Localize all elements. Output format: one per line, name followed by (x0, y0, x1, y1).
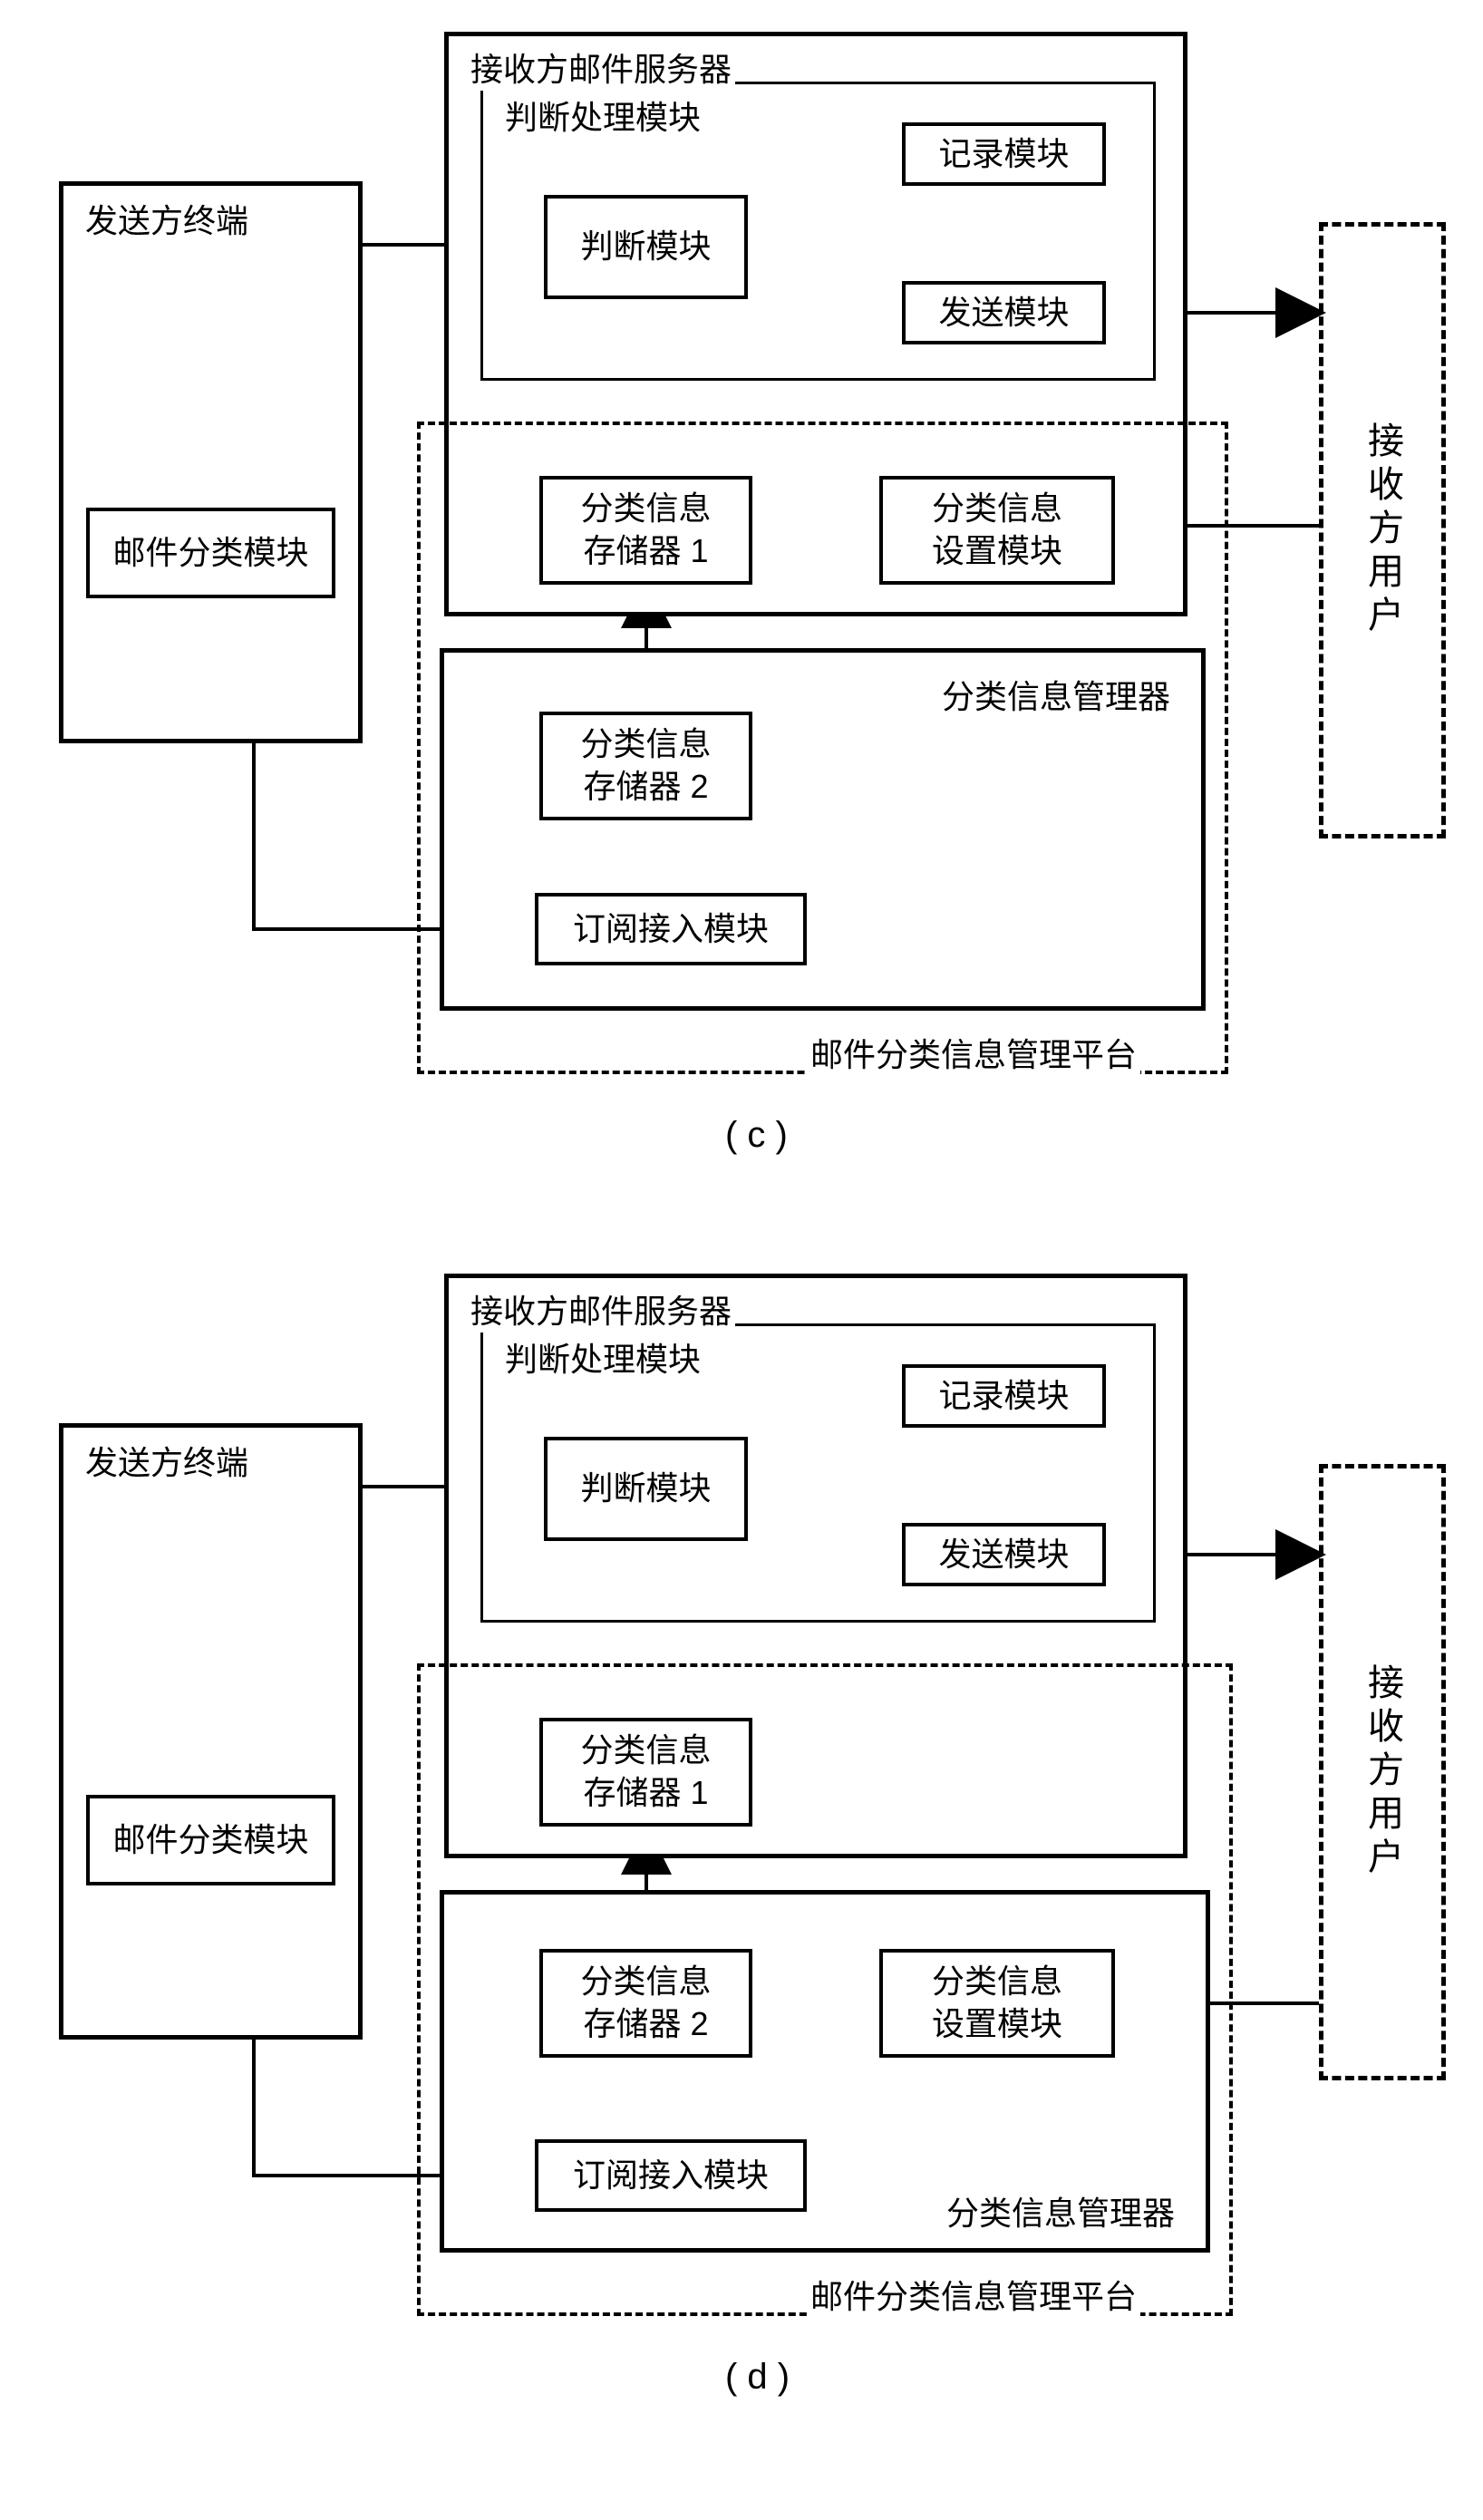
diagram-d-caption: ( d ) (725, 2357, 790, 2398)
class-info-set-box-d: 分类信息 设置模块 (879, 1949, 1115, 2058)
sender-terminal-title: 发送方终端 (82, 195, 252, 242)
record-module-box: 记录模块 (902, 122, 1106, 186)
diagram-c-caption: ( c ) (725, 1115, 788, 1156)
judge-module-label: 判断模块 (580, 226, 711, 268)
mail-class-module-box: 邮件分类模块 (86, 508, 335, 598)
receiver-user-box: 接收方用户 (1319, 222, 1446, 838)
judge-process-title: 判断处理模块 (501, 92, 704, 139)
diagram-c: 发送方终端 邮件分类模块 接收方邮件服务器 判断处理模块 判断模块 记录模块 发… (18, 18, 1465, 1206)
sender-terminal-title-d: 发送方终端 (82, 1437, 252, 1484)
send-module-label: 发送模块 (938, 292, 1069, 334)
record-module-label: 记录模块 (938, 133, 1069, 176)
receiver-user-box-d: 接收方用户 (1319, 1464, 1446, 2080)
record-module-box-d: 记录模块 (902, 1364, 1106, 1428)
class-info-manager-title: 分类信息管理器 (938, 671, 1174, 718)
judge-module-box: 判断模块 (544, 195, 748, 299)
subscribe-module-label-d: 订阅接入模块 (573, 2155, 769, 2197)
receiver-user-label: 接收方用户 (1356, 422, 1409, 639)
mail-class-module-label: 邮件分类模块 (112, 532, 308, 575)
judge-module-box-d: 判断模块 (544, 1437, 748, 1541)
subscribe-module-label: 订阅接入模块 (573, 908, 769, 951)
mail-class-module-box-d: 邮件分类模块 (86, 1795, 335, 1885)
class-info-store2-box: 分类信息 存储器 2 (539, 712, 752, 820)
subscribe-module-box: 订阅接入模块 (535, 893, 807, 965)
sender-terminal-box-d: 发送方终端 (59, 1423, 363, 2040)
class-info-store2-label: 分类信息 存储器 2 (580, 723, 711, 809)
record-module-label-d: 记录模块 (938, 1375, 1069, 1418)
mail-platform-title-d: 邮件分类信息管理平台 (807, 2271, 1140, 2318)
mail-platform-title: 邮件分类信息管理平台 (807, 1029, 1140, 1076)
judge-process-title-d: 判断处理模块 (501, 1333, 704, 1381)
send-module-box: 发送模块 (902, 281, 1106, 344)
class-info-store2-box-d: 分类信息 存储器 2 (539, 1949, 752, 2058)
class-info-set-label-d: 分类信息 设置模块 (932, 1961, 1062, 2046)
class-info-manager-title-d: 分类信息管理器 (943, 2187, 1178, 2234)
send-module-box-d: 发送模块 (902, 1523, 1106, 1586)
receiver-server-title: 接收方邮件服务器 (467, 44, 735, 91)
mail-class-module-label-d: 邮件分类模块 (112, 1819, 308, 1862)
receiver-user-label-d: 接收方用户 (1356, 1663, 1409, 1881)
receiver-server-title-d: 接收方邮件服务器 (467, 1285, 735, 1333)
diagram-d: 发送方终端 邮件分类模块 接收方邮件服务器 判断处理模块 判断模块 记录模块 发… (18, 1260, 1465, 2447)
judge-module-label-d: 判断模块 (580, 1468, 711, 1510)
send-module-label-d: 发送模块 (938, 1534, 1069, 1576)
sender-terminal-box: 发送方终端 (59, 181, 363, 743)
subscribe-module-box-d: 订阅接入模块 (535, 2139, 807, 2212)
class-info-store2-label-d: 分类信息 存储器 2 (580, 1961, 711, 2046)
